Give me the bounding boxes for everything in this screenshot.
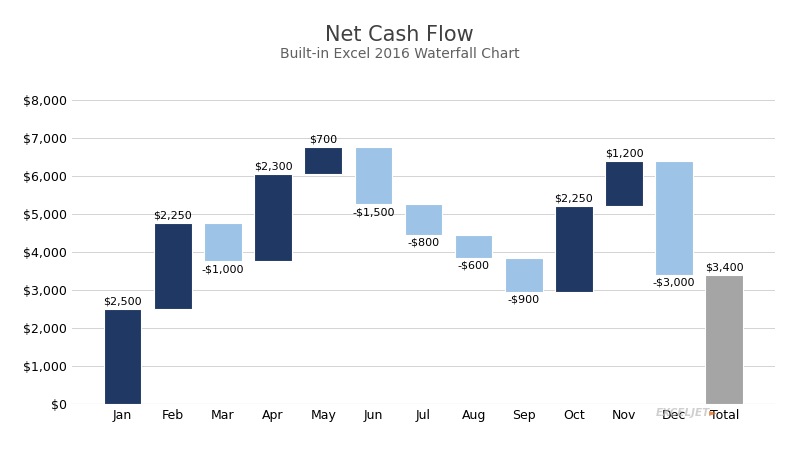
Bar (154, 224, 192, 309)
Bar (555, 207, 593, 292)
Text: ►: ► (709, 408, 717, 418)
Bar (505, 258, 543, 292)
Text: $2,250: $2,250 (153, 211, 193, 221)
Text: $1,200: $1,200 (605, 148, 643, 158)
Text: -$1,500: -$1,500 (352, 207, 395, 217)
Text: -$800: -$800 (407, 238, 439, 247)
Text: Net Cash Flow: Net Cash Flow (325, 25, 474, 45)
Bar (455, 235, 492, 258)
Text: $2,250: $2,250 (555, 194, 593, 204)
Text: EXCELJET: EXCELJET (656, 408, 710, 418)
Text: -$900: -$900 (507, 295, 540, 304)
Text: $2,500: $2,500 (103, 296, 142, 306)
Bar (655, 161, 693, 275)
Bar (605, 161, 643, 207)
Bar (404, 204, 443, 235)
Text: $3,400: $3,400 (705, 262, 744, 272)
Text: -$3,000: -$3,000 (653, 277, 695, 287)
Bar (304, 147, 342, 174)
Text: Built-in Excel 2016 Waterfall Chart: Built-in Excel 2016 Waterfall Chart (280, 47, 519, 61)
Bar (204, 224, 242, 261)
Bar (706, 275, 743, 404)
Bar (104, 309, 141, 404)
Bar (355, 147, 392, 204)
Text: $700: $700 (309, 135, 337, 145)
Text: -$1,000: -$1,000 (201, 264, 244, 274)
Text: $2,300: $2,300 (254, 161, 292, 172)
Text: -$600: -$600 (458, 260, 490, 270)
Bar (254, 174, 292, 261)
